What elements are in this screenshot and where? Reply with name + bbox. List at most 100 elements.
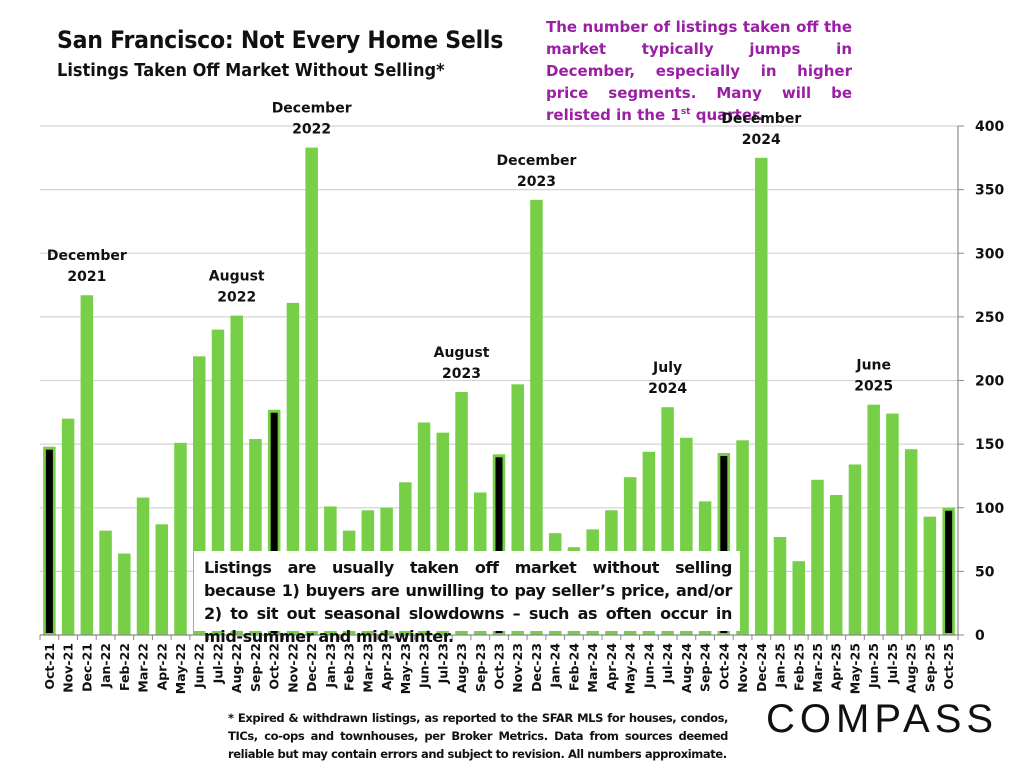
x-tick-label: Feb-23 [342, 643, 357, 691]
x-tick-label: Dec-21 [79, 643, 94, 692]
chart-subtitle: Listings Taken Off Market Without Sellin… [57, 60, 445, 81]
bar-Nov-21 [61, 418, 75, 635]
annotation-Dec-24: December [721, 111, 801, 127]
annotation-Dec-22: December [272, 101, 352, 117]
y-tick-label: 0 [975, 628, 985, 644]
y-tick-label: 50 [975, 564, 995, 580]
y-tick-label: 200 [975, 374, 1004, 390]
annotation-Dec-23: December [497, 153, 577, 169]
x-tick-label: Jul-25 [885, 643, 900, 684]
x-tick-label: Dec-24 [754, 643, 769, 692]
x-tick-label: May-24 [623, 643, 638, 695]
bar-Jun-25 [867, 404, 880, 635]
x-tick-label: Mar-25 [810, 643, 825, 693]
annotation-Aug-22: August [209, 269, 265, 285]
y-tick-label: 350 [975, 183, 1004, 199]
annotation-Aug-23: 2023 [442, 366, 481, 382]
x-tick-label: Jul-24 [660, 643, 675, 685]
x-tick-label: Dec-22 [304, 643, 319, 692]
annotation-Dec-21: 2021 [67, 269, 106, 285]
x-tick-label: Feb-24 [566, 643, 581, 691]
x-tick-label: Apr-25 [829, 643, 844, 690]
annotation-Jun-25: June [855, 358, 891, 374]
annotation-Dec-22: 2022 [292, 122, 331, 138]
x-tick-label: Oct-25 [941, 643, 956, 690]
annotations: December 2021 August 2022 December 2022 August… [47, 101, 893, 398]
y-tick-label: 100 [975, 501, 1004, 517]
x-tick-label: Sep-24 [698, 643, 713, 692]
x-tick-label: Nov-23 [510, 643, 525, 693]
x-tick-label: Jul-23 [435, 643, 450, 684]
x-tick-label: Aug-23 [454, 643, 469, 693]
annotation-Jul-24: July [652, 360, 682, 376]
bar-Dec-22 [305, 147, 318, 635]
bar-Apr-22 [155, 524, 169, 635]
bar-Dec-24 [755, 157, 768, 635]
note-text: The number of listings taken off the mar… [546, 18, 852, 124]
x-tick-label: Aug-24 [679, 643, 694, 693]
bar-Jan-22 [99, 530, 112, 635]
y-tick-label: 300 [975, 246, 1004, 262]
x-tick-label: Jul-22 [210, 643, 225, 684]
annotation-Dec-21: December [47, 248, 127, 264]
bar-Feb-22 [118, 553, 131, 635]
annotation-Aug-23: August [434, 345, 490, 361]
bar-Dec-23 [530, 199, 543, 635]
bar-Mar-22 [136, 497, 150, 635]
x-tick-label: Oct-21 [42, 643, 57, 690]
x-tick-label: Dec-23 [529, 643, 544, 692]
bar-Jan-25 [773, 537, 787, 635]
compass-logo: COMPASS [766, 697, 999, 741]
bar-highlight-Oct-25 [945, 510, 953, 633]
x-tick-label: May-23 [398, 643, 413, 694]
bar-Apr-25 [829, 495, 843, 635]
bar-Feb-25 [792, 561, 806, 635]
x-tick-label: Apr-23 [379, 643, 394, 690]
x-tick-label: Jun-22 [192, 643, 207, 689]
x-tick-label: Mar-22 [136, 643, 151, 693]
annotation-Dec-23: 2023 [517, 174, 556, 190]
x-axis: Oct-21 Nov-21 Dec-21 Jan-22 Feb-22 Mar-22 Apr-… [39, 634, 959, 695]
x-tick-label: Sep-22 [248, 643, 263, 692]
x-tick-label: Jan-23 [323, 643, 338, 689]
x-tick-label: Jun-25 [866, 643, 881, 689]
x-tick-label: Apr-24 [604, 643, 619, 691]
x-tick-label: Apr-22 [154, 643, 169, 690]
bar-Aug-25 [904, 449, 918, 635]
bar-Jul-25 [886, 413, 899, 635]
explanation-box: Listings are usually taken off market wi… [194, 551, 740, 646]
x-tick-label: Nov-22 [285, 643, 300, 693]
annotation-Jun-25: 2025 [854, 379, 893, 395]
x-tick-label: Feb-22 [117, 643, 132, 691]
x-tick-label: Aug-22 [229, 643, 244, 693]
chart-title: San Francisco: Not Every Home Sells [57, 26, 504, 54]
note-text-end: quarter. [690, 106, 763, 124]
note-superscript: st [680, 107, 691, 117]
bar-highlight-Oct-21 [45, 449, 53, 633]
bar-highlight-Oct-23 [495, 457, 503, 633]
bar-highlight-Oct-24 [720, 456, 728, 633]
bar-highlight-Oct-22 [270, 412, 278, 633]
x-tick-label: Aug-25 [904, 643, 919, 693]
x-tick-label: Jan-22 [98, 643, 113, 689]
x-tick-label: Jan-25 [773, 643, 788, 689]
footnote: * Expired & withdrawn listings, as repor… [228, 711, 728, 761]
x-tick-label: Jan-24 [548, 643, 563, 689]
y-tick-label: 250 [975, 310, 1004, 326]
y-tick-label: 400 [975, 119, 1004, 135]
x-tick-label: May-25 [847, 643, 862, 694]
x-tick-label: Oct-24 [716, 643, 731, 690]
december-note: The number of listings taken off the mar… [546, 16, 852, 126]
x-tick-label: Sep-23 [473, 643, 488, 692]
bar-Mar-25 [811, 479, 824, 635]
bar-Sep-25 [923, 516, 937, 635]
x-tick-label: Jun-23 [417, 643, 432, 689]
annotation-Dec-24: 2024 [742, 132, 781, 148]
x-tick-label: Nov-21 [61, 643, 76, 693]
x-tick-label: Nov-24 [735, 643, 750, 693]
y-tick-label: 150 [975, 437, 1004, 453]
x-tick-label: Jun-24 [641, 643, 656, 689]
bar-May-25 [848, 464, 862, 635]
x-tick-label: Feb-25 [791, 643, 806, 691]
y-axis: 0 50 100 150 200 250 300 350 400 [957, 119, 1004, 644]
